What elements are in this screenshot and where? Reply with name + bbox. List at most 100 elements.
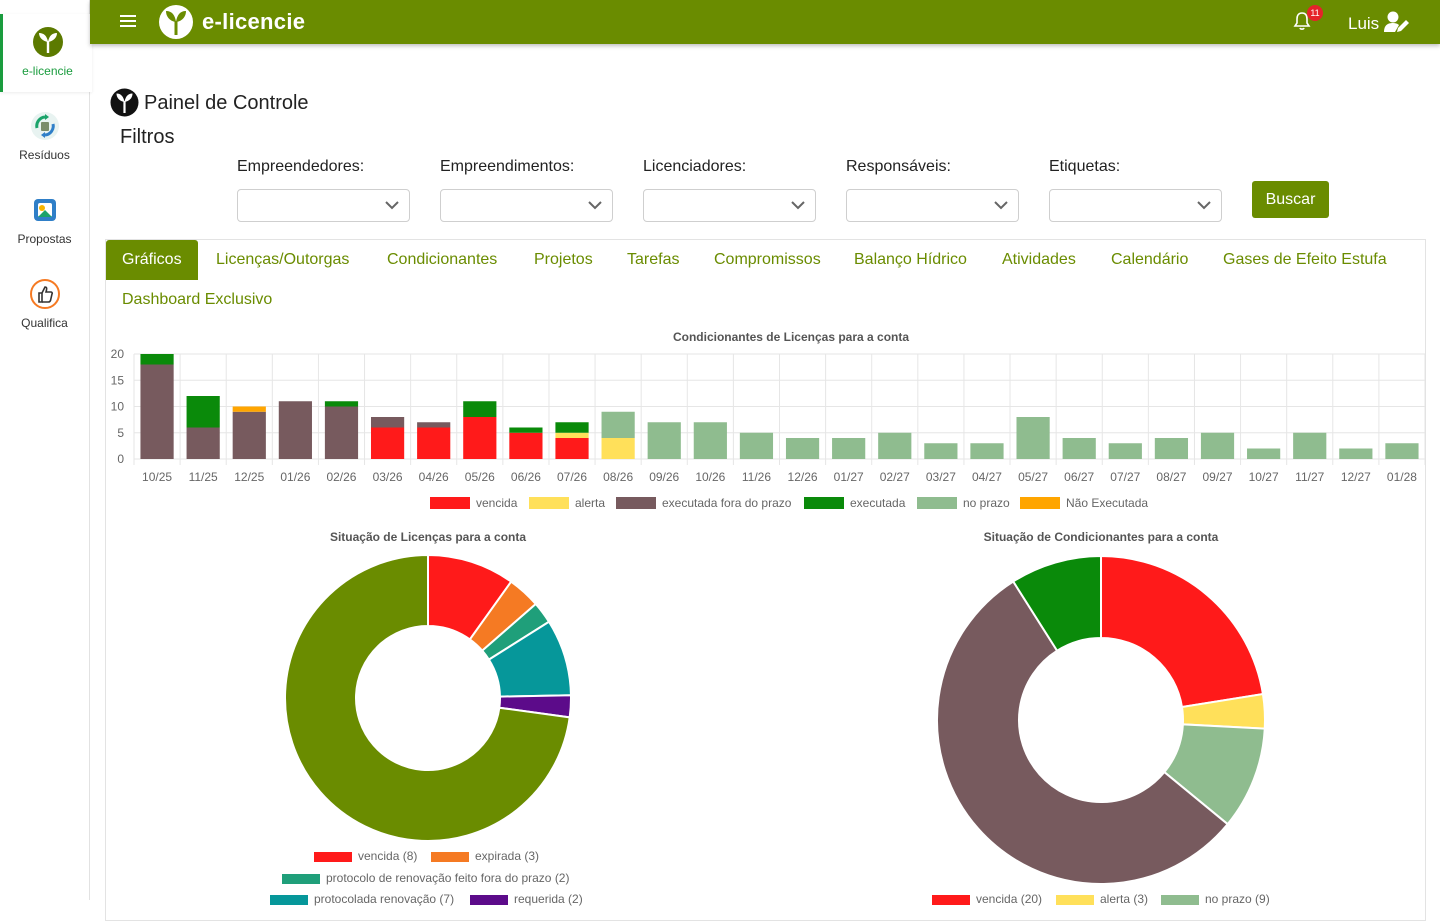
legend-item[interactable]: no prazo (9) [1161, 892, 1270, 906]
licenciadores-select[interactable] [643, 189, 816, 222]
tab-atividades[interactable]: Atividades [1002, 251, 1076, 268]
x-tick-label: 11/27 [1295, 470, 1324, 484]
search-button[interactable]: Buscar [1252, 181, 1329, 218]
x-tick-label: 01/26 [280, 470, 310, 484]
bar-segment [463, 417, 497, 459]
chevron-down-icon [385, 201, 399, 210]
x-tick-label: 10/27 [1249, 470, 1279, 484]
bar-segment [1247, 448, 1281, 459]
tab-tarefas[interactable]: Tarefas [627, 251, 680, 268]
bar-segment [785, 438, 820, 459]
tab-licencas-outorgas[interactable]: Licenças/Outorgas [216, 251, 350, 268]
tab-balanco-hidrico[interactable]: Balanço Hídrico [854, 251, 967, 268]
sidebar-item-qualifica[interactable]: Qualifica [0, 266, 89, 344]
bar-segment [1200, 432, 1235, 459]
sprout-logo-icon [32, 27, 63, 57]
filter-empreendedores: Empreendedores: [237, 158, 410, 222]
legend-swatch [470, 895, 508, 905]
bar-segment [924, 443, 958, 459]
thumbs-up-icon [29, 279, 60, 309]
legend-item[interactable]: alerta (3) [1056, 892, 1148, 906]
bar-segment [970, 443, 1004, 459]
bar-segment [509, 427, 543, 433]
y-tick-label: 15 [111, 373, 125, 387]
user-name[interactable]: Luis [1348, 14, 1380, 33]
legend-item[interactable]: alerta [529, 496, 605, 510]
user-edit-icon[interactable] [1383, 10, 1411, 34]
legend-item[interactable]: protocolada renovação (7) [270, 892, 454, 906]
etiquetas-select[interactable] [1049, 189, 1222, 222]
x-tick-label: 05/26 [465, 470, 495, 484]
donut-slice [936, 580, 1230, 885]
tab-dashboard-exclusivo[interactable]: Dashboard Exclusivo [122, 291, 273, 308]
legend-item[interactable]: vencida (20) [932, 892, 1042, 906]
tab-graficos[interactable]: Gráficos [106, 240, 198, 280]
legend-label: vencida (8) [358, 849, 418, 863]
legend-label: protocolada renovação (7) [314, 892, 455, 906]
sidebar-item-residuos[interactable]: Resíduos [0, 98, 89, 176]
filter-responsaveis: Responsáveis: [846, 158, 1019, 222]
legend-label: vencida [476, 496, 518, 510]
empreendedores-select[interactable] [237, 189, 410, 222]
filter-label: Etiquetas: [1049, 158, 1121, 175]
tab-compromissos[interactable]: Compromissos [714, 251, 821, 268]
tab-gases-efeito-estufa[interactable]: Gases de Efeito Estufa [1223, 251, 1387, 268]
legend-label: no prazo (9) [1205, 892, 1270, 906]
bar-chart-title: Condicionantes de Licenças para a conta [672, 330, 910, 344]
legend-swatch [1056, 895, 1094, 905]
legend-item[interactable]: no prazo [917, 496, 1010, 510]
x-tick-label: 04/26 [419, 470, 449, 484]
brand-logo-icon[interactable] [158, 4, 194, 40]
x-tick-label: 08/26 [603, 470, 633, 484]
bar-segment [278, 401, 312, 459]
sidebar-item-label: Propostas [17, 232, 72, 246]
filter-licenciadores: Licenciadores: [643, 158, 816, 222]
legend-swatch [1020, 497, 1060, 509]
bar-segment [878, 432, 912, 459]
tab-projetos[interactable]: Projetos [534, 251, 593, 268]
x-tick-label: 11/25 [189, 470, 218, 484]
tab-condicionantes[interactable]: Condicionantes [387, 251, 498, 268]
hamburger-menu-icon[interactable] [120, 12, 136, 30]
x-tick-label: 10/25 [142, 470, 172, 484]
responsaveis-select[interactable] [846, 189, 1019, 222]
x-tick-label: 12/25 [234, 470, 264, 484]
legend-item[interactable]: expirada (3) [431, 849, 539, 863]
legend-item[interactable]: executada [804, 496, 905, 510]
legend-item[interactable]: vencida (8) [314, 849, 417, 863]
x-tick-label: 12/27 [1341, 470, 1371, 484]
legend-item[interactable]: protocolo de renovação feito fora do pra… [282, 871, 569, 885]
sidebar-item-propostas[interactable]: Propostas [0, 182, 89, 260]
brand-name[interactable]: e-licencie [202, 9, 306, 34]
tab-calendario[interactable]: Calendário [1111, 251, 1189, 268]
x-tick-label: 04/27 [972, 470, 1002, 484]
y-tick-label: 20 [111, 347, 125, 361]
legend-label: Não Executada [1066, 496, 1149, 510]
sidebar-item-e-licencie[interactable]: e-licencie [0, 14, 92, 92]
bar-segment [140, 364, 174, 459]
x-tick-label: 01/27 [834, 470, 864, 484]
x-tick-label: 12/26 [788, 470, 818, 484]
legend-item[interactable]: Não Executada [1020, 496, 1148, 510]
empreendimentos-select[interactable] [440, 189, 613, 222]
condicionantes-donut-chart [936, 554, 1266, 885]
chevron-down-icon [994, 201, 1008, 210]
y-tick-label: 10 [111, 400, 125, 414]
legend-label: no prazo [963, 496, 1010, 510]
bell-icon[interactable] [1293, 11, 1311, 31]
legend-label: protocolo de renovação feito fora do pra… [326, 871, 570, 885]
legend-item[interactable]: requerida (2) [470, 892, 583, 906]
bar-chart-legend: vencida alerta executada fora do prazo exec… [106, 496, 1425, 512]
condicionantes-donut-title: Situação de Condicionantes para a conta [983, 530, 1219, 544]
y-tick-label: 0 [117, 452, 124, 466]
bar-segment [370, 417, 405, 428]
top-navbar: e-licencie 11 Luis [90, 0, 1440, 44]
bar-segment [417, 427, 451, 459]
bar-segment [1385, 443, 1419, 459]
legend-item[interactable]: vencida [430, 496, 517, 510]
x-tick-label: 03/26 [373, 470, 403, 484]
legend-label: alerta (3) [1100, 892, 1149, 906]
sidebar-item-label: Qualifica [21, 316, 68, 330]
bar-segment [1016, 417, 1050, 459]
legend-item[interactable]: executada fora do prazo [616, 496, 791, 510]
